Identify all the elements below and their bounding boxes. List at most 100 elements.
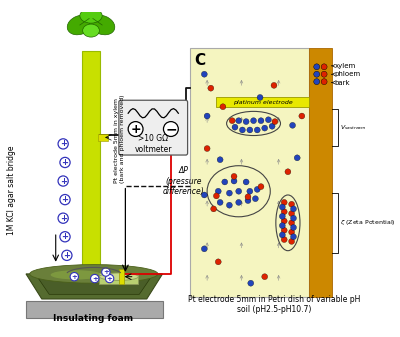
Circle shape — [271, 83, 277, 88]
Circle shape — [289, 220, 294, 226]
Bar — [119, 269, 124, 284]
Circle shape — [281, 237, 287, 243]
Text: platinum electrode: platinum electrode — [233, 100, 293, 104]
Circle shape — [279, 213, 285, 219]
Circle shape — [250, 118, 256, 124]
Ellipse shape — [67, 15, 92, 35]
Text: >10 GΩ
voltmeter: >10 GΩ voltmeter — [134, 134, 172, 154]
Circle shape — [226, 190, 232, 196]
Circle shape — [290, 224, 296, 231]
Text: +: + — [62, 158, 68, 167]
Text: +: + — [60, 177, 67, 186]
Circle shape — [248, 280, 254, 286]
Circle shape — [314, 64, 320, 70]
Ellipse shape — [51, 270, 102, 279]
Text: +: + — [63, 251, 70, 260]
Circle shape — [245, 194, 251, 200]
Text: +: + — [62, 195, 68, 204]
Text: Pt electrode 5mm in xylem
(bark and phloem removed): Pt electrode 5mm in xylem (bark and phlo… — [114, 95, 125, 183]
Circle shape — [232, 124, 238, 130]
Circle shape — [60, 194, 70, 205]
Circle shape — [279, 223, 285, 228]
Bar — [309, 48, 332, 297]
Text: +: + — [92, 276, 98, 281]
Circle shape — [60, 232, 70, 242]
Circle shape — [229, 118, 235, 124]
Circle shape — [90, 274, 99, 283]
Circle shape — [290, 215, 296, 221]
Text: Insulating foam: Insulating foam — [53, 314, 133, 323]
Circle shape — [290, 206, 296, 212]
Bar — [82, 51, 100, 274]
FancyBboxPatch shape — [119, 100, 188, 155]
Circle shape — [254, 186, 260, 192]
Circle shape — [290, 122, 296, 128]
Text: +: + — [103, 269, 109, 275]
Circle shape — [258, 118, 264, 124]
Circle shape — [314, 71, 320, 77]
Circle shape — [220, 104, 226, 110]
Bar — [26, 301, 164, 317]
Circle shape — [266, 117, 271, 123]
Circle shape — [236, 188, 242, 194]
Text: Pt electrode 5mm in Petri dish of variable pH
soil (pH2.5-pH10.7): Pt electrode 5mm in Petri dish of variab… — [188, 295, 360, 314]
Circle shape — [321, 71, 327, 77]
Text: xylem: xylem — [332, 63, 356, 69]
Circle shape — [201, 246, 207, 252]
Circle shape — [204, 146, 210, 152]
Circle shape — [257, 94, 263, 100]
Circle shape — [252, 196, 258, 202]
Circle shape — [208, 85, 214, 91]
Circle shape — [281, 209, 287, 215]
Circle shape — [231, 178, 237, 184]
Circle shape — [128, 122, 143, 136]
Text: 1M KCl agar salt bridge: 1M KCl agar salt bridge — [7, 146, 16, 235]
Text: C: C — [194, 53, 205, 68]
Circle shape — [285, 169, 291, 175]
Circle shape — [240, 127, 245, 133]
Text: phloem: phloem — [332, 71, 360, 77]
Ellipse shape — [30, 265, 158, 283]
Circle shape — [215, 188, 221, 194]
Circle shape — [272, 119, 278, 125]
Circle shape — [70, 273, 78, 281]
Ellipse shape — [99, 273, 138, 280]
Bar — [99, 273, 138, 284]
Circle shape — [222, 179, 228, 185]
Circle shape — [254, 127, 260, 133]
Text: +: + — [107, 276, 112, 281]
Circle shape — [236, 200, 242, 205]
Text: $V_{sastream}$: $V_{sastream}$ — [340, 123, 366, 132]
Circle shape — [289, 201, 294, 207]
Text: −: − — [165, 122, 177, 136]
Circle shape — [281, 227, 287, 233]
Circle shape — [201, 192, 207, 198]
Circle shape — [290, 234, 296, 240]
Circle shape — [289, 239, 294, 244]
Circle shape — [299, 113, 305, 119]
Text: +: + — [62, 232, 68, 241]
Circle shape — [231, 174, 237, 179]
Circle shape — [262, 274, 268, 280]
Circle shape — [58, 213, 68, 223]
Circle shape — [58, 176, 68, 186]
Ellipse shape — [83, 24, 99, 37]
Text: bark: bark — [332, 80, 350, 86]
Circle shape — [289, 211, 294, 216]
Circle shape — [245, 197, 251, 204]
Circle shape — [314, 79, 320, 85]
Circle shape — [281, 218, 287, 224]
Polygon shape — [26, 274, 162, 299]
Circle shape — [247, 188, 253, 194]
Circle shape — [214, 193, 219, 199]
Ellipse shape — [80, 8, 102, 23]
Circle shape — [58, 139, 68, 149]
Text: ΔP
(pressure
difference): ΔP (pressure difference) — [163, 166, 205, 196]
Circle shape — [321, 79, 327, 85]
Circle shape — [247, 127, 253, 133]
Circle shape — [215, 259, 221, 265]
Circle shape — [106, 274, 114, 283]
Circle shape — [62, 250, 72, 261]
Circle shape — [201, 71, 207, 77]
Circle shape — [279, 232, 285, 238]
